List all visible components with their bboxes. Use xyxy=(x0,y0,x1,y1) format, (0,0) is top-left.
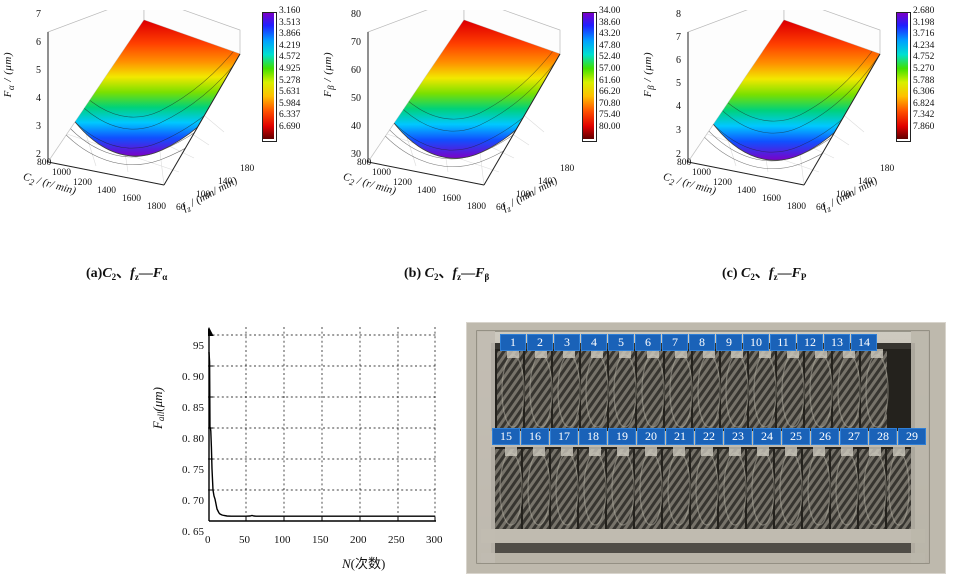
panel-a-x-tick-4: 1600 xyxy=(122,194,141,204)
panel-b-x-tick-4: 1600 xyxy=(442,194,461,204)
surface-panel-c: Fβ / (μm) 8 7 6 5 4 3 2 xyxy=(640,0,954,240)
gear-tag: 7 xyxy=(662,334,688,351)
panel-a-y-tick-3: 180 xyxy=(240,164,255,174)
panel-c-colorbar xyxy=(896,12,911,142)
panel-c-x-tick-3: 1400 xyxy=(737,186,756,196)
convergence-y-ticks: 95 0. 90 0. 85 0. 80 0. 75 0. 70 0. 65 xyxy=(182,340,204,538)
panel-c-z-axis-label: Fβ / (μm) xyxy=(642,52,656,98)
panel-c-y-tick-0: 60 xyxy=(816,203,826,213)
panel-a-x-tick-3: 1400 xyxy=(97,186,116,196)
surface-panel-a: Fα / (μm) 7 6 5 4 3 2 xyxy=(0,0,318,240)
caption-a: (a)C2、fz—Fα xyxy=(86,266,168,282)
gear-tag: 16 xyxy=(521,428,549,445)
convergence-plot-area xyxy=(204,327,436,532)
gear-tag-row-bottom: 15 16 17 18 19 20 21 22 23 24 25 26 27 2… xyxy=(492,428,927,445)
gear-tag: 1 xyxy=(500,334,526,351)
panel-b-colorbar-ticks: 34.00 38.60 43.20 47.80 52.40 57.00 61.6… xyxy=(599,6,621,132)
gear-tag: 6 xyxy=(635,334,661,351)
gear-tag: 17 xyxy=(550,428,578,445)
panel-a-x-tick-2: 1200 xyxy=(73,178,92,188)
caption-b: (b) C2、fz—Fβ xyxy=(404,266,490,282)
panel-b-surface-plot xyxy=(364,10,574,210)
panel-b-y-tick-1: 100 xyxy=(516,190,531,200)
gear-tag: 10 xyxy=(743,334,769,351)
gear-tag: 3 xyxy=(554,334,580,351)
gear-tag: 27 xyxy=(840,428,868,445)
gear-tag: 12 xyxy=(797,334,823,351)
panel-a-z-axis-label: Fα / (μm) xyxy=(2,52,16,98)
gear-tag: 19 xyxy=(608,428,636,445)
panel-b-x-tick-1: 1000 xyxy=(372,168,391,178)
gear-tag: 28 xyxy=(869,428,897,445)
convergence-chart: Fall(μm) 95 0. 90 0. 85 0. 80 0. 75 0. 7… xyxy=(110,315,443,577)
convergence-x-ticks: 0 50 100 150 200 250 300 xyxy=(205,534,443,546)
panel-a-y-tick-0: 60 xyxy=(176,203,186,213)
panel-b-svg xyxy=(367,10,561,186)
panel-b-y-tick-0: 60 xyxy=(496,203,506,213)
convergence-svg xyxy=(204,327,436,522)
panel-a-x-tick-1: 1000 xyxy=(52,168,71,178)
panel-b-x-tick-5: 1800 xyxy=(467,202,486,212)
panel-a-colorbar-ticks: 3.160 3.513 3.866 4.219 4.572 4.925 5.27… xyxy=(279,6,301,132)
panel-c-x-tick-0: 800 xyxy=(677,158,692,168)
panel-a-colorbar xyxy=(262,12,277,142)
panel-b-y-tick-2: 140 xyxy=(538,177,553,187)
panel-c-x-tick-2: 1200 xyxy=(713,178,732,188)
panel-c-x-tick-5: 1800 xyxy=(787,202,806,212)
panel-a-y-tick-2: 140 xyxy=(218,177,233,187)
gear-tag: 4 xyxy=(581,334,607,351)
panel-a-x-tick-0: 800 xyxy=(37,158,52,168)
gear-tag: 22 xyxy=(695,428,723,445)
gear-tag: 18 xyxy=(579,428,607,445)
gear-tag: 21 xyxy=(666,428,694,445)
gear-tag: 5 xyxy=(608,334,634,351)
surface-panel-b: Fβ / (μm) 80 70 60 50 40 30 xyxy=(320,0,638,240)
panel-c-svg xyxy=(687,10,881,186)
gear-tag: 11 xyxy=(770,334,796,351)
gear-tag: 29 xyxy=(898,428,926,445)
gear-tag: 13 xyxy=(824,334,850,351)
panel-a-x-tick-5: 1800 xyxy=(147,202,166,212)
panel-c-y-tick-1: 100 xyxy=(836,190,851,200)
gear-tag: 24 xyxy=(753,428,781,445)
panel-b-z-axis-label: Fβ / (μm) xyxy=(322,52,336,98)
panel-c-x-tick-4: 1600 xyxy=(762,194,781,204)
panel-c-y-tick-3: 180 xyxy=(880,164,895,174)
gear-tag: 2 xyxy=(527,334,553,351)
gear-tag-row-top: 1 2 3 4 5 6 7 8 9 10 11 12 13 14 xyxy=(500,334,878,351)
panel-b-colorbar xyxy=(582,12,597,142)
panel-b-x-tick-0: 800 xyxy=(357,158,372,168)
panel-c-colorbar-ticks: 2.680 3.198 3.716 4.234 4.752 5.270 5.78… xyxy=(913,6,935,132)
gear-rack-photo: 1 2 3 4 5 6 7 8 9 10 11 12 13 14 15 16 1… xyxy=(466,322,946,574)
panel-b-z-ticks: 80 70 60 50 40 30 xyxy=(351,9,361,160)
gear-tag: 14 xyxy=(851,334,877,351)
panel-b-y-tick-3: 180 xyxy=(560,164,575,174)
gear-tag: 20 xyxy=(637,428,665,445)
panel-a-svg xyxy=(47,10,241,186)
panel-c-y-tick-2: 140 xyxy=(858,177,873,187)
gear-tag: 26 xyxy=(811,428,839,445)
panel-c-x-tick-1: 1000 xyxy=(692,168,711,178)
panel-a-y-tick-1: 100 xyxy=(196,190,211,200)
convergence-x-axis-label: N(次数) xyxy=(342,556,386,571)
gear-tag: 8 xyxy=(689,334,715,351)
caption-c: (c) C2、fz—FP xyxy=(722,266,807,282)
gear-tag: 9 xyxy=(716,334,742,351)
gear-rack-photo-image xyxy=(467,323,945,573)
gear-tag: 25 xyxy=(782,428,810,445)
panel-c-z-ticks: 8 7 6 5 4 3 2 xyxy=(676,9,681,160)
panel-b-x-tick-2: 1200 xyxy=(393,178,412,188)
panel-a-surface-plot xyxy=(44,10,254,210)
gear-tag: 15 xyxy=(492,428,520,445)
panel-c-surface-plot xyxy=(684,10,894,210)
gear-tag: 23 xyxy=(724,428,752,445)
panel-a-z-ticks: 7 6 5 4 3 2 xyxy=(36,9,41,160)
panel-b-x-tick-3: 1400 xyxy=(417,186,436,196)
